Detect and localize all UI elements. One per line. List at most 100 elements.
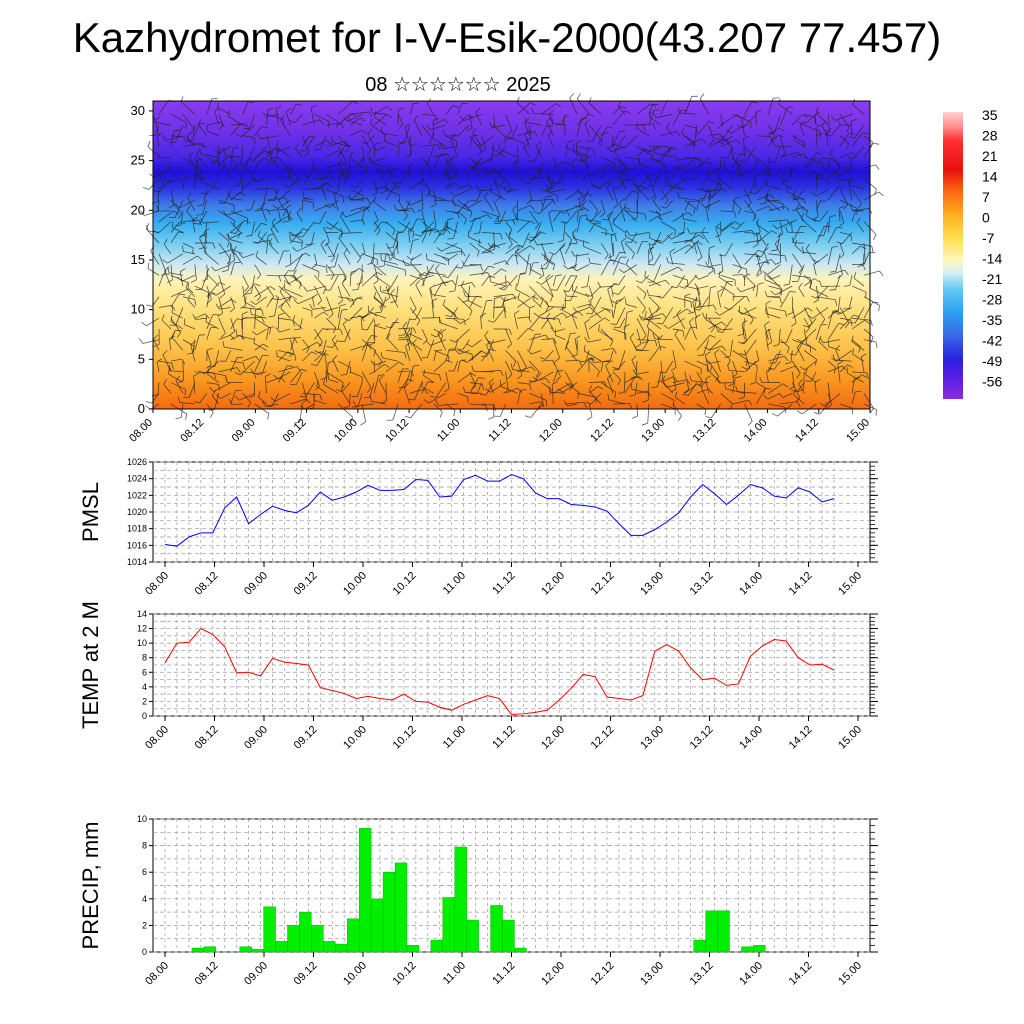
wind-barb-flag: [546, 116, 552, 122]
wind-barb-shaft: [400, 167, 411, 184]
wind-barb-flag: [565, 341, 570, 347]
wind-barb-flag: [535, 371, 540, 378]
wind-barb-flag: [548, 209, 554, 214]
wind-barb-shaft: [266, 157, 272, 169]
wind-barb-shaft: [179, 402, 195, 405]
wind-barb-flag: [700, 202, 706, 208]
wind-barb-shaft: [541, 103, 557, 115]
wind-barb-shaft: [380, 296, 387, 313]
wind-barb-shaft: [720, 135, 734, 149]
wind-barb-shaft: [182, 219, 199, 223]
wind-barb-shaft: [350, 189, 364, 196]
colorbar-label: 7: [982, 189, 990, 205]
wind-barb-shaft: [182, 339, 195, 347]
wind-barb-shaft: [648, 178, 656, 196]
wind-barb-flag: [574, 335, 581, 340]
wind-barb-shaft: [829, 152, 841, 169]
wind-barb-flag: [557, 388, 563, 393]
wind-barb-flag: [517, 387, 523, 393]
wind-barb-shaft: [278, 317, 294, 321]
wind-barb-flag: [387, 165, 390, 172]
wind-barb-shaft: [356, 178, 363, 188]
wind-barb-shaft: [553, 383, 570, 394]
wind-barb-shaft: [150, 403, 160, 410]
wind-barb-shaft: [767, 392, 781, 400]
wind-barb-flag: [411, 143, 418, 146]
x-tick-label: 13.12: [688, 724, 716, 752]
wind-barb-flag: [455, 319, 461, 324]
wind-barb-flag: [244, 296, 247, 303]
wind-barb-flag: [404, 352, 407, 359]
wind-barb-flag: [693, 308, 700, 311]
wind-barb-shaft: [224, 189, 232, 204]
wind-barb-shaft: [780, 365, 795, 373]
colorbar-label: 21: [982, 148, 998, 164]
wind-barb-shaft: [314, 177, 334, 180]
wind-barb-flag: [716, 138, 723, 141]
wind-barb-flag: [188, 151, 194, 157]
wind-barb-flag: [157, 152, 161, 159]
wind-barb-shaft: [660, 146, 674, 162]
wind-barb-flag: [527, 349, 532, 355]
wind-barb-shaft: [768, 307, 786, 312]
wind-barb-flag: [413, 327, 417, 334]
wind-barb-shaft: [457, 392, 468, 398]
wind-barb-shaft: [849, 157, 853, 170]
wind-barbs: [138, 93, 884, 426]
wind-barb-flag: [570, 275, 577, 277]
wind-barb-flag: [336, 389, 343, 393]
wind-barb-shaft: [573, 149, 590, 158]
precip-bar: [406, 945, 420, 953]
wind-barb-flag: [359, 117, 366, 122]
wind-barb-shaft: [852, 104, 865, 115]
wind-barb-shaft: [433, 119, 445, 126]
wind-barb-flag: [507, 130, 513, 136]
wind-barb-flag: [619, 198, 625, 203]
wind-barb-shaft: [587, 339, 602, 343]
wind-barb-shaft: [254, 264, 262, 275]
wind-barb-shaft: [344, 328, 351, 342]
wind-barb-shaft: [552, 360, 561, 377]
x-tick-label: 12.12: [589, 724, 617, 752]
wind-barb-flag: [322, 352, 329, 356]
wind-barb-shaft: [218, 367, 238, 373]
wind-barb-shaft: [540, 196, 547, 212]
wind-barb-shaft: [557, 167, 566, 184]
wind-barb-flag: [471, 282, 476, 288]
wind-barb-shaft: [254, 126, 263, 137]
wind-barb-flag: [228, 192, 231, 199]
wind-barb-flag: [313, 222, 320, 224]
wind-barb-flag: [430, 203, 437, 208]
wind-barb-shaft: [552, 211, 561, 222]
wind-barb-flag: [631, 253, 635, 260]
wind-barb-shaft: [290, 228, 304, 244]
wind-barb-shaft: [756, 135, 771, 138]
wind-barb-shaft: [194, 123, 200, 136]
wind-barb-flag: [222, 165, 224, 172]
wind-barb-shaft: [818, 341, 829, 351]
wind-barb-shaft: [373, 114, 387, 126]
wind-barb-flag: [463, 218, 467, 225]
wind-barb-shaft: [834, 113, 853, 121]
wind-barb-shaft: [433, 350, 449, 357]
wind-barb-shaft: [744, 249, 759, 265]
wind-barb-shaft: [717, 177, 733, 190]
wind-barb-flag: [584, 119, 590, 124]
wind-barb-shaft: [708, 248, 710, 265]
wind-barb-flag: [405, 342, 411, 347]
wind-barb-flag: [385, 326, 392, 329]
wind-barb-shaft: [727, 146, 733, 158]
wind-barb-flag: [236, 367, 241, 373]
wind-barb-flag: [398, 336, 405, 339]
wind-barb-flag: [688, 168, 695, 172]
wind-barb-shaft: [593, 167, 602, 177]
wind-barb-shaft: [468, 199, 482, 208]
wind-barb-shaft: [493, 293, 514, 298]
wind-barb-flag: [177, 379, 184, 384]
wind-barb-shaft: [660, 147, 672, 158]
wind-barb-shaft: [696, 335, 711, 351]
wind-barb-flag: [571, 354, 578, 358]
wind-barb-flag: [597, 139, 602, 145]
wind-barb-flag: [676, 309, 682, 315]
wind-barb-shaft: [701, 232, 709, 244]
